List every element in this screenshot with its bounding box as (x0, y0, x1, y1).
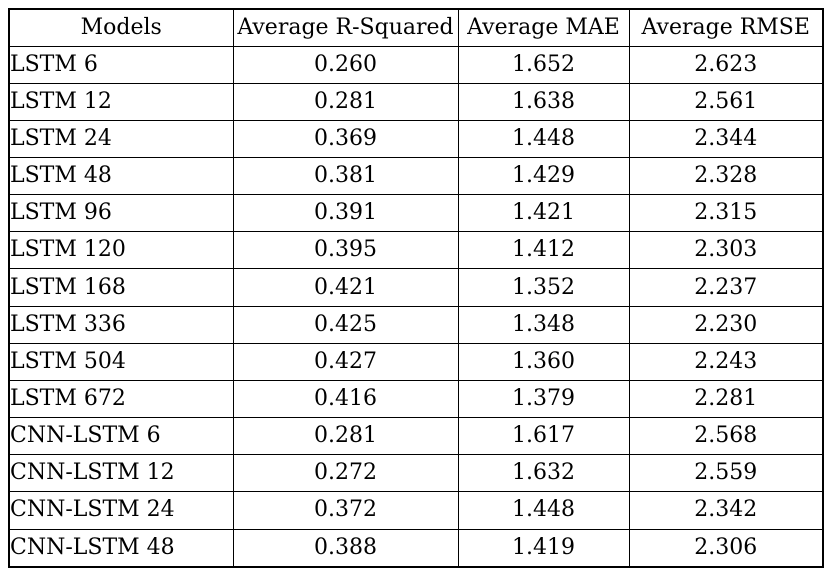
model-cell: LSTM 336 (8, 305, 234, 344)
model-cell: LSTM 6 (8, 45, 234, 84)
model-cell: CNN-LSTM 24 (8, 491, 234, 530)
avg-mae-cell: 1.632 (457, 454, 630, 493)
table-row: LSTM 24 0.369 1.448 2.344 (8, 119, 824, 158)
table-row: LSTM 336 0.425 1.348 2.230 (8, 305, 824, 344)
avg-r-squared-cell: 0.381 (232, 156, 459, 196)
model-cell: LSTM 504 (8, 342, 234, 381)
avg-r-squared-cell: 0.416 (232, 379, 459, 419)
avg-rmse-cell: 2.315 (628, 194, 824, 233)
column-header-rmse: Average RMSE (628, 8, 824, 47)
table-row: LSTM 48 0.381 1.429 2.328 (8, 156, 824, 196)
avg-mae-cell: 1.352 (457, 268, 630, 307)
avg-mae-cell: 1.429 (457, 156, 630, 196)
avg-rmse-cell: 2.559 (628, 454, 824, 493)
table-row: LSTM 672 0.416 1.379 2.281 (8, 379, 824, 419)
model-cell: CNN-LSTM 48 (8, 528, 234, 568)
avg-rmse-cell: 2.561 (628, 82, 824, 121)
table-row: LSTM 6 0.260 1.652 2.623 (8, 45, 824, 84)
column-header-r-squared: Average R-Squared (232, 8, 459, 47)
avg-mae-cell: 1.360 (457, 342, 630, 381)
avg-mae-cell: 1.638 (457, 82, 630, 121)
avg-rmse-cell: 2.623 (628, 45, 824, 84)
avg-r-squared-cell: 0.372 (232, 491, 459, 530)
column-header-mae: Average MAE (457, 8, 630, 47)
avg-rmse-cell: 2.344 (628, 119, 824, 158)
model-results-table-container: Models Average R-Squared Average MAE Ave… (8, 8, 824, 568)
table-row: LSTM 12 0.281 1.638 2.561 (8, 82, 824, 121)
table-body: LSTM 6 0.260 1.652 2.623 LSTM 12 0.281 1.638 2.… (8, 45, 824, 568)
model-cell: LSTM 48 (8, 156, 234, 196)
avg-rmse-cell: 2.342 (628, 491, 824, 530)
avg-rmse-cell: 2.303 (628, 231, 824, 270)
avg-rmse-cell: 2.281 (628, 379, 824, 419)
column-header-models: Models (8, 8, 234, 47)
avg-r-squared-cell: 0.260 (232, 45, 459, 84)
table-header-row: Models Average R-Squared Average MAE Ave… (8, 8, 824, 47)
model-results-table: Models Average R-Squared Average MAE Ave… (8, 8, 824, 568)
avg-r-squared-cell: 0.421 (232, 268, 459, 307)
table-row: CNN-LSTM 6 0.281 1.617 2.568 (8, 417, 824, 456)
avg-r-squared-cell: 0.391 (232, 194, 459, 233)
avg-mae-cell: 1.348 (457, 305, 630, 344)
avg-r-squared-cell: 0.272 (232, 454, 459, 493)
table-row: CNN-LSTM 24 0.372 1.448 2.342 (8, 491, 824, 530)
avg-rmse-cell: 2.237 (628, 268, 824, 307)
table-row: LSTM 96 0.391 1.421 2.315 (8, 194, 824, 233)
avg-rmse-cell: 2.568 (628, 417, 824, 456)
avg-r-squared-cell: 0.281 (232, 417, 459, 456)
avg-r-squared-cell: 0.369 (232, 119, 459, 158)
model-cell: LSTM 96 (8, 194, 234, 233)
table-row: LSTM 504 0.427 1.360 2.243 (8, 342, 824, 381)
avg-r-squared-cell: 0.388 (232, 528, 459, 568)
avg-mae-cell: 1.379 (457, 379, 630, 419)
avg-mae-cell: 1.448 (457, 491, 630, 530)
avg-rmse-cell: 2.243 (628, 342, 824, 381)
model-cell: LSTM 168 (8, 268, 234, 307)
table-row: LSTM 120 0.395 1.412 2.303 (8, 231, 824, 270)
model-cell: LSTM 12 (8, 82, 234, 121)
avg-mae-cell: 1.421 (457, 194, 630, 233)
avg-mae-cell: 1.652 (457, 45, 630, 84)
avg-r-squared-cell: 0.427 (232, 342, 459, 381)
avg-rmse-cell: 2.230 (628, 305, 824, 344)
avg-r-squared-cell: 0.425 (232, 305, 459, 344)
table-row: CNN-LSTM 48 0.388 1.419 2.306 (8, 528, 824, 568)
table-row: CNN-LSTM 12 0.272 1.632 2.559 (8, 454, 824, 493)
avg-r-squared-cell: 0.281 (232, 82, 459, 121)
avg-mae-cell: 1.448 (457, 119, 630, 158)
avg-mae-cell: 1.419 (457, 528, 630, 568)
avg-mae-cell: 1.412 (457, 231, 630, 270)
model-cell: CNN-LSTM 12 (8, 454, 234, 493)
table-row: LSTM 168 0.421 1.352 2.237 (8, 268, 824, 307)
model-cell: LSTM 672 (8, 379, 234, 419)
avg-r-squared-cell: 0.395 (232, 231, 459, 270)
avg-rmse-cell: 2.306 (628, 528, 824, 568)
model-cell: LSTM 120 (8, 231, 234, 270)
model-cell: CNN-LSTM 6 (8, 417, 234, 456)
avg-rmse-cell: 2.328 (628, 156, 824, 196)
avg-mae-cell: 1.617 (457, 417, 630, 456)
model-cell: LSTM 24 (8, 119, 234, 158)
